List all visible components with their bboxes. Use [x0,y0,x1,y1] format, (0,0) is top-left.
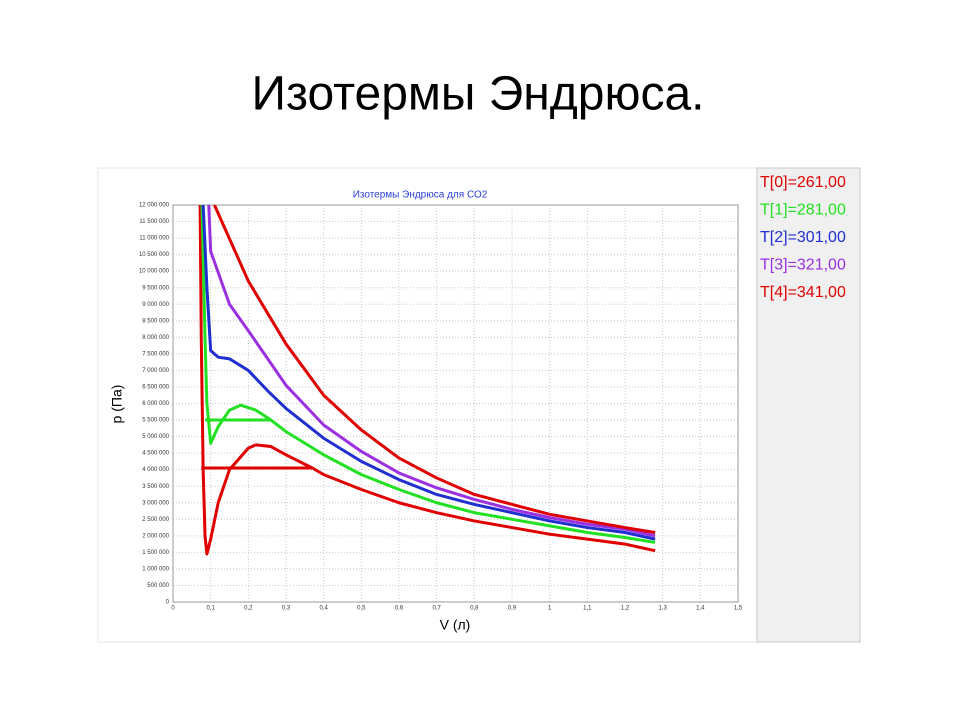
y-tick-label: 6 000 000 [142,401,169,407]
y-tick-label: 6 500 000 [142,385,169,391]
y-tick-label: 9 000 000 [142,302,169,308]
y-tick-label: 4 500 000 [142,451,169,457]
x-tick-label: 1,2 [621,606,630,612]
y-tick-label: 5 000 000 [142,434,169,440]
y-tick-label: 2 500 000 [142,517,169,523]
chart-window [97,167,759,643]
isotherm-line [201,205,656,541]
legend-entry: T[2]=301,00 [760,229,846,246]
y-tick-label: 7 500 000 [142,351,169,357]
x-tick-label: 0,6 [395,606,404,612]
y-tick-label: 500 000 [147,583,169,589]
x-axis-label: V (л) [440,617,471,633]
y-tick-label: 10 000 000 [139,269,170,275]
y-tick-label: 10 500 000 [139,252,170,258]
x-tick-label: 1,3 [658,606,667,612]
legend-entry: T[4]=341,00 [760,284,846,301]
legend-entry: T[1]=281,00 [760,202,846,219]
y-tick-label: 5 500 000 [142,418,169,424]
y-tick-label: 7 000 000 [142,368,169,374]
x-tick-label: 0,1 [206,606,215,612]
y-tick-label: 0 [166,600,170,606]
y-tick-label: 12 000 000 [139,203,170,209]
isotherm-line [198,205,656,556]
x-tick-label: 0,8 [470,606,479,612]
y-tick-label: 11 000 000 [139,236,169,242]
y-tick-label: 8 000 000 [142,335,169,341]
x-tick-label: 0,5 [357,606,366,612]
isotherm-line [213,205,656,535]
x-tick-label: 0 [171,606,175,612]
isotherm-line [207,205,656,538]
legend-entry: T[3]=321,00 [760,257,846,274]
y-tick-label: 3 000 000 [142,500,169,506]
y-tick-label: 11 500 000 [139,219,169,225]
x-tick-label: 0,2 [244,606,253,612]
x-tick-label: 0,7 [432,606,441,612]
x-tick-label: 1 [548,606,552,612]
plot-area [198,205,656,556]
x-tick-label: 1,4 [696,606,705,612]
x-tick-label: 1,1 [583,606,592,612]
y-tick-label: 8 500 000 [142,318,169,324]
y-tick-label: 9 500 000 [142,285,169,291]
slide-title: Изотермы Эндрюса. [251,68,704,121]
isotherm-line [200,205,656,544]
x-tick-label: 0,9 [508,606,517,612]
y-tick-label: 4 000 000 [142,467,169,473]
y-tick-label: 1 000 000 [142,566,169,572]
y-tick-label: 2 000 000 [142,533,169,539]
legend-entry: T[0]=261,00 [760,174,846,191]
plot-frame [172,204,739,603]
x-tick-label: 1,5 [734,606,743,612]
y-tick-label: 3 500 000 [142,484,169,490]
y-axis-label: p (Па) [109,385,125,424]
x-tick-label: 0,4 [319,606,328,612]
y-tick-label: 1 500 000 [142,550,169,556]
legend-panel [756,167,861,643]
chart-title: Изотермы Эндрюса для СО2 [353,190,488,201]
x-tick-label: 0,3 [282,606,291,612]
